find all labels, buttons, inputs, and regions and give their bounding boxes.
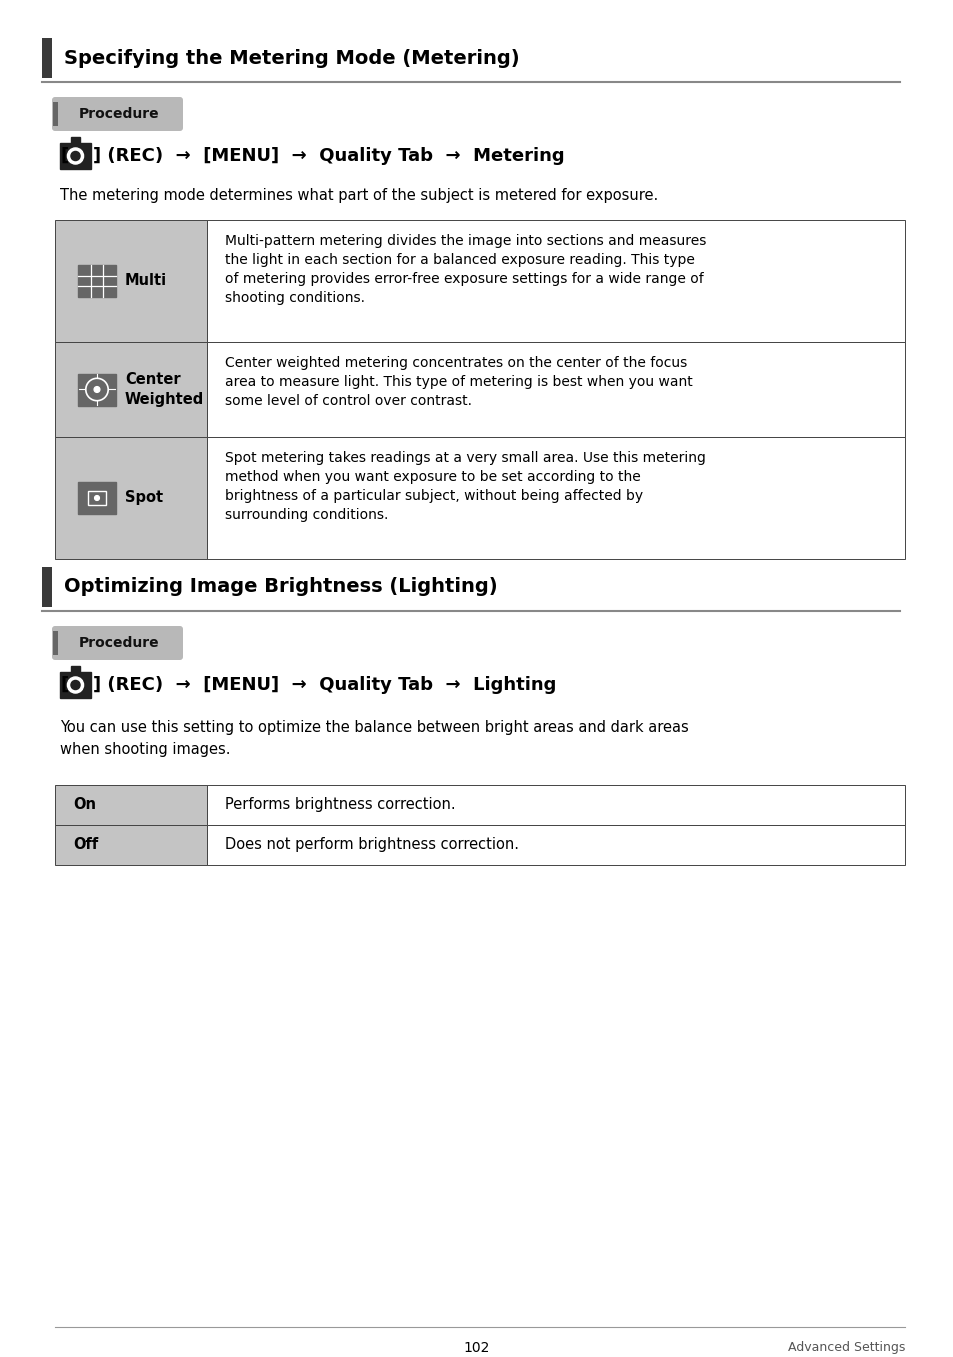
Bar — [71, 666, 80, 673]
Bar — [53, 102, 58, 126]
FancyBboxPatch shape — [52, 626, 183, 660]
Text: Center weighted metering concentrates on the center of the focus
area to measure: Center weighted metering concentrates on… — [225, 356, 692, 408]
Text: [: [ — [60, 147, 68, 166]
Text: Multi-pattern metering divides the image into sections and measures
the light in: Multi-pattern metering divides the image… — [225, 233, 705, 305]
Text: Spot metering takes readings at a very small area. Use this metering
method when: Spot metering takes readings at a very s… — [225, 451, 705, 522]
Bar — [89, 491, 106, 505]
Text: Off: Off — [73, 837, 98, 852]
Circle shape — [71, 680, 80, 689]
Text: Optimizing Image Brightness (Lighting): Optimizing Image Brightness (Lighting) — [64, 578, 497, 597]
Bar — [207, 825, 904, 864]
Bar — [71, 137, 80, 144]
Text: Center
Weighted: Center Weighted — [125, 372, 204, 407]
Bar — [55, 437, 207, 559]
Bar — [60, 672, 91, 697]
Text: Spot: Spot — [125, 490, 163, 506]
Text: 102: 102 — [463, 1341, 490, 1356]
Bar — [78, 482, 116, 514]
Bar — [207, 784, 904, 825]
Bar — [78, 265, 116, 297]
Bar — [53, 631, 58, 655]
Circle shape — [71, 152, 80, 160]
Text: Procedure: Procedure — [79, 636, 160, 650]
Bar — [55, 825, 207, 864]
Text: ] (REC)  →  [MENU]  →  Quality Tab  →  Metering: ] (REC) → [MENU] → Quality Tab → Meterin… — [92, 147, 564, 166]
Bar — [42, 38, 52, 77]
Text: [: [ — [60, 676, 68, 693]
Circle shape — [94, 387, 100, 392]
Circle shape — [68, 677, 84, 693]
Bar — [207, 342, 904, 437]
Text: Procedure: Procedure — [79, 107, 160, 121]
FancyBboxPatch shape — [52, 96, 183, 132]
Bar — [207, 437, 904, 559]
Circle shape — [94, 495, 99, 501]
Text: ] (REC)  →  [MENU]  →  Quality Tab  →  Lighting: ] (REC) → [MENU] → Quality Tab → Lightin… — [92, 676, 556, 693]
Text: Advanced Settings: Advanced Settings — [787, 1341, 904, 1354]
Text: You can use this setting to optimize the balance between bright areas and dark a: You can use this setting to optimize the… — [60, 721, 688, 757]
Bar — [60, 142, 91, 170]
Text: Does not perform brightness correction.: Does not perform brightness correction. — [225, 837, 518, 852]
Bar — [207, 220, 904, 342]
Bar — [42, 567, 52, 607]
Text: On: On — [73, 798, 96, 813]
Bar — [55, 342, 207, 437]
Bar — [55, 220, 207, 342]
Text: Multi: Multi — [125, 274, 167, 289]
Text: Performs brightness correction.: Performs brightness correction. — [225, 798, 456, 813]
Text: The metering mode determines what part of the subject is metered for exposure.: The metering mode determines what part o… — [60, 189, 658, 204]
Text: Specifying the Metering Mode (Metering): Specifying the Metering Mode (Metering) — [64, 49, 519, 68]
Bar — [78, 373, 116, 406]
Circle shape — [68, 148, 84, 164]
Bar — [55, 784, 207, 825]
